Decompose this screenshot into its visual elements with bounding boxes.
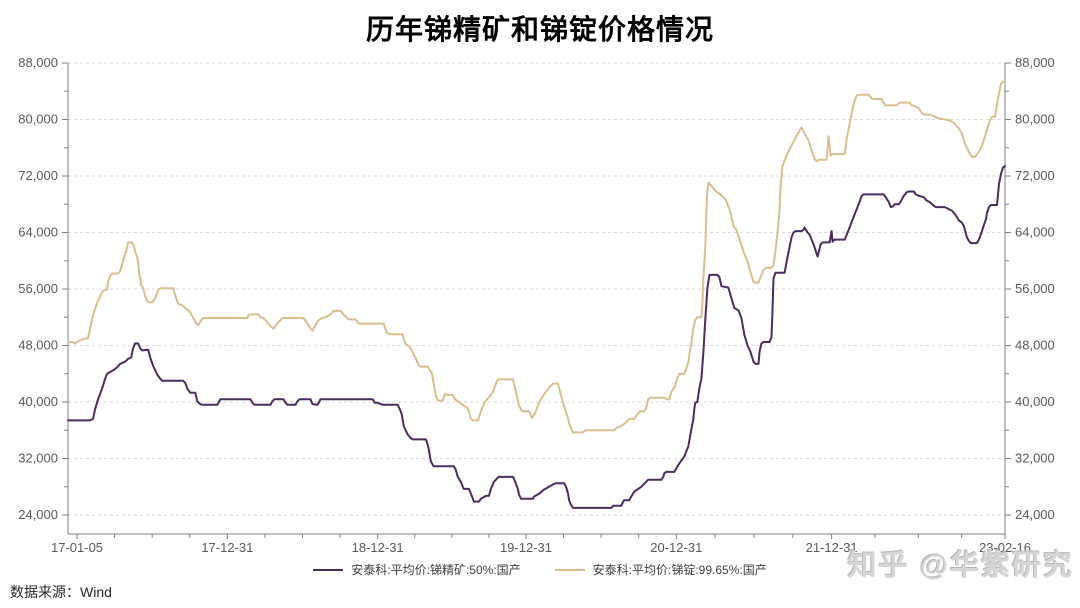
svg-text:24,000: 24,000 — [18, 507, 58, 522]
svg-text:72,000: 72,000 — [18, 168, 58, 183]
legend-item-ingot: 安泰科:平均价:锑锭:99.65%:国产 — [554, 561, 767, 578]
svg-text:32,000: 32,000 — [1015, 451, 1055, 466]
svg-text:56,000: 56,000 — [18, 281, 58, 296]
svg-text:17-12-31: 17-12-31 — [201, 540, 253, 555]
svg-text:48,000: 48,000 — [1015, 338, 1055, 353]
legend-label-concentrate: 安泰科:平均价:锑精矿:50%:国产 — [351, 563, 521, 577]
svg-text:48,000: 48,000 — [18, 338, 58, 353]
legend-label-ingot: 安泰科:平均价:锑锭:99.65%:国产 — [592, 563, 767, 577]
svg-text:80,000: 80,000 — [18, 112, 58, 127]
svg-text:17-01-05: 17-01-05 — [51, 540, 103, 555]
svg-text:56,000: 56,000 — [1015, 281, 1055, 296]
svg-text:72,000: 72,000 — [1015, 168, 1055, 183]
svg-text:64,000: 64,000 — [1015, 225, 1055, 240]
svg-text:19-12-31: 19-12-31 — [500, 540, 552, 555]
legend-swatch-concentrate — [313, 568, 344, 571]
legend-item-concentrate: 安泰科:平均价:锑精矿:50%:国产 — [313, 561, 521, 578]
svg-text:64,000: 64,000 — [18, 225, 58, 240]
source-note: 数据来源：Wind — [10, 584, 112, 600]
svg-text:32,000: 32,000 — [18, 451, 58, 466]
svg-text:24,000: 24,000 — [1015, 507, 1055, 522]
svg-text:40,000: 40,000 — [18, 394, 58, 409]
svg-text:80,000: 80,000 — [1015, 112, 1055, 127]
svg-text:18-12-31: 18-12-31 — [352, 540, 404, 555]
legend-swatch-ingot — [554, 568, 585, 571]
svg-text:20-12-31: 20-12-31 — [650, 540, 702, 555]
svg-text:88,000: 88,000 — [18, 55, 58, 70]
chart-title: 历年锑精矿和锑锭价格情况 — [365, 15, 714, 46]
legend: 安泰科:平均价:锑精矿:50%:国产 安泰科:平均价:锑锭:99.65%:国产 — [0, 561, 1080, 578]
svg-text:23-02-16: 23-02-16 — [979, 540, 1031, 555]
svg-text:40,000: 40,000 — [1015, 394, 1055, 409]
svg-text:21-12-31: 21-12-31 — [806, 540, 858, 555]
svg-text:88,000: 88,000 — [1015, 55, 1055, 70]
